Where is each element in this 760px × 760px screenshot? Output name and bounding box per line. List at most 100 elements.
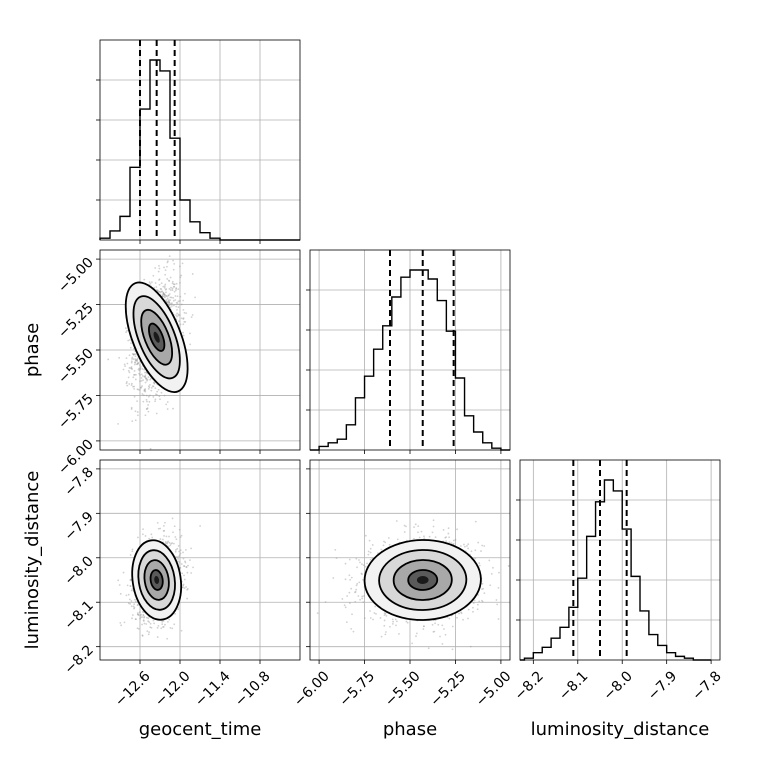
- x-tick-label: −12.0: [152, 668, 194, 710]
- sample-point: [149, 394, 151, 397]
- sample-point: [164, 542, 167, 545]
- x-tick-label: −8.2: [512, 668, 547, 703]
- sample-point: [158, 395, 161, 398]
- sample-point: [171, 627, 174, 630]
- sample-point: [159, 287, 162, 290]
- sample-point: [343, 604, 346, 607]
- sample-point: [123, 621, 126, 624]
- sample-point: [459, 545, 462, 547]
- sample-point: [140, 613, 143, 616]
- sample-point: [168, 535, 170, 538]
- sample-point: [367, 550, 370, 553]
- sample-point: [164, 521, 166, 524]
- sample-point: [138, 611, 141, 614]
- sample-point: [452, 539, 455, 542]
- y-tick-label: −5.25: [55, 300, 97, 342]
- sample-point: [164, 296, 166, 299]
- sample-point: [132, 376, 135, 379]
- sample-point: [157, 527, 160, 530]
- sample-point: [175, 305, 178, 308]
- sample-point: [478, 562, 481, 564]
- sample-point: [162, 619, 165, 622]
- sample-point: [489, 584, 492, 587]
- contour-line: [132, 295, 181, 380]
- sample-point: [164, 269, 167, 272]
- sample-point: [173, 285, 175, 288]
- sample-point: [177, 558, 179, 560]
- sample-point: [392, 620, 395, 623]
- sample-point: [166, 260, 169, 263]
- sample-point: [403, 531, 406, 533]
- sample-point: [355, 557, 358, 560]
- sample-point: [146, 400, 148, 403]
- sample-point: [133, 395, 136, 398]
- sample-point: [136, 613, 139, 616]
- sample-point: [186, 597, 189, 600]
- sample-point: [174, 550, 177, 553]
- joint-content: [100, 250, 300, 450]
- sample-point: [406, 621, 409, 624]
- sample-point: [422, 628, 425, 630]
- sample-point: [162, 538, 164, 541]
- sample-point: [164, 623, 166, 626]
- sample-point: [157, 624, 160, 627]
- sample-point: [180, 629, 183, 632]
- sample-point: [357, 595, 360, 597]
- sample-point: [139, 367, 142, 370]
- density-level: [153, 331, 160, 343]
- sample-point: [127, 369, 130, 372]
- sample-point: [141, 611, 144, 613]
- joint-content: [310, 460, 510, 660]
- sample-point: [375, 613, 377, 615]
- sample-point: [179, 281, 181, 284]
- sample-point: [161, 295, 164, 298]
- sample-point: [460, 612, 463, 615]
- sample-point: [142, 394, 145, 397]
- sample-point: [190, 572, 193, 574]
- sample-point: [159, 538, 162, 540]
- sample-point: [146, 379, 148, 382]
- sample-point: [373, 612, 376, 614]
- sample-point: [364, 534, 367, 537]
- sample-point: [497, 586, 500, 589]
- sample-point: [147, 617, 150, 620]
- sample-point: [168, 301, 171, 304]
- sample-point: [156, 390, 159, 393]
- sample-point: [137, 361, 140, 364]
- sample-point: [139, 614, 142, 617]
- sample-point: [175, 287, 178, 290]
- sample-point: [136, 359, 139, 362]
- sample-point: [139, 617, 142, 620]
- sample-point: [141, 634, 144, 637]
- sample-point: [156, 289, 159, 292]
- x-tick-label: −7.9: [645, 668, 680, 703]
- sample-point: [136, 363, 139, 366]
- sample-point: [162, 292, 165, 295]
- sample-point: [358, 581, 361, 584]
- sample-point: [126, 584, 129, 587]
- sample-point: [164, 541, 167, 543]
- sample-point: [168, 304, 171, 307]
- y-tick-label: −5.00: [55, 255, 97, 297]
- sample-point: [128, 367, 131, 369]
- sample-point: [172, 297, 175, 299]
- sample-point: [152, 381, 155, 384]
- sample-point: [152, 274, 155, 277]
- sample-point: [151, 281, 153, 284]
- sample-point: [394, 618, 397, 621]
- sample-point: [444, 633, 447, 636]
- sample-point: [140, 377, 143, 379]
- sample-point: [186, 587, 189, 590]
- sample-point: [163, 534, 165, 537]
- sample-point: [415, 632, 418, 635]
- sample-point: [361, 597, 364, 600]
- sample-point: [182, 299, 185, 302]
- sample-point: [395, 624, 397, 627]
- sample-point: [149, 447, 152, 450]
- sample-point: [133, 607, 135, 610]
- sample-point: [346, 595, 349, 597]
- sample-point: [450, 542, 453, 545]
- sample-point: [143, 616, 145, 619]
- sample-point: [175, 549, 177, 551]
- sample-point: [190, 547, 192, 550]
